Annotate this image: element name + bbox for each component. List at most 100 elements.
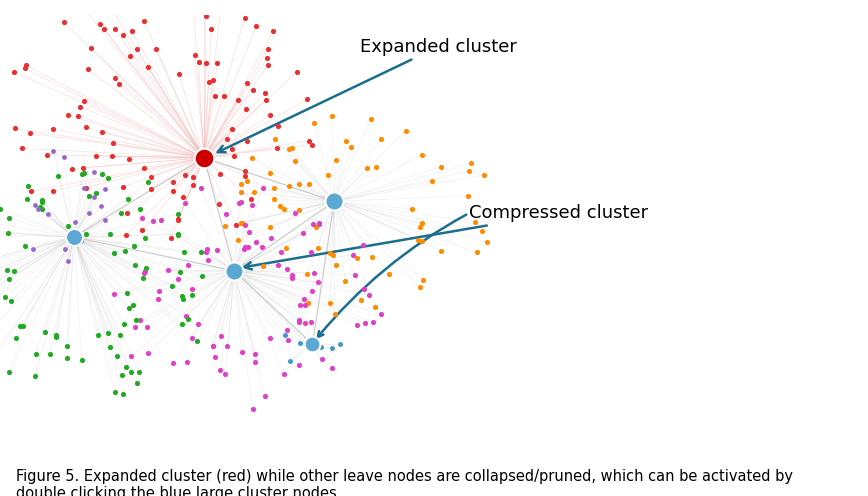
Point [16, 322, 30, 330]
Point [166, 186, 180, 194]
Point [139, 235, 153, 243]
Point [65, 233, 79, 241]
Point [325, 364, 339, 372]
Point [298, 301, 312, 309]
Point [199, 248, 213, 256]
Point [241, 244, 255, 251]
Point [293, 339, 307, 347]
Point [238, 243, 252, 251]
Point [233, 198, 247, 206]
Point [120, 289, 134, 297]
Point [186, 334, 200, 342]
Point [171, 231, 185, 239]
Point [413, 223, 427, 231]
Point [304, 318, 318, 326]
Point [281, 336, 295, 344]
Point [298, 319, 312, 327]
Point [167, 360, 181, 368]
Point [137, 17, 151, 25]
Point [464, 159, 477, 167]
Point [115, 372, 128, 379]
Point [57, 153, 71, 161]
Point [301, 299, 315, 307]
Point [133, 205, 147, 213]
Point [300, 95, 314, 103]
Point [118, 248, 132, 255]
Point [76, 164, 89, 172]
Point [234, 219, 248, 227]
Point [127, 242, 141, 249]
Point [49, 333, 63, 341]
Point [140, 264, 154, 272]
Point [238, 14, 252, 22]
Point [267, 195, 281, 203]
Point [175, 320, 189, 328]
Point [141, 178, 155, 186]
Point [214, 6, 227, 14]
Point [143, 185, 157, 193]
Point [95, 128, 108, 136]
Point [263, 170, 277, 178]
Point [263, 334, 277, 342]
Point [374, 135, 388, 143]
Point [249, 238, 263, 246]
Point [49, 331, 62, 339]
Point [307, 119, 321, 127]
Point [89, 152, 103, 160]
Point [201, 246, 214, 253]
Point [268, 135, 282, 143]
Point [103, 343, 117, 351]
Point [290, 68, 304, 76]
Point [271, 144, 285, 152]
Point [329, 261, 343, 269]
Point [199, 12, 213, 20]
Point [171, 210, 185, 218]
Point [0, 295, 2, 303]
Point [23, 187, 37, 195]
Text: Figure 5. Expanded cluster (red) while other leave nodes are collapsed/pruned, w: Figure 5. Expanded cluster (red) while o… [16, 469, 792, 496]
Point [77, 185, 91, 192]
Point [110, 352, 124, 360]
Point [88, 193, 102, 201]
Point [326, 251, 340, 259]
Point [33, 203, 47, 211]
Point [259, 89, 273, 97]
Point [194, 184, 208, 192]
Point [122, 53, 136, 61]
Point [309, 223, 323, 231]
Point [246, 405, 260, 413]
Point [266, 27, 280, 35]
Point [67, 233, 81, 241]
Point [240, 177, 253, 185]
Point [95, 171, 109, 179]
Point [434, 163, 448, 171]
Point [171, 230, 185, 238]
Point [217, 92, 231, 100]
Point [79, 7, 93, 15]
Point [470, 248, 484, 256]
Point [108, 25, 122, 33]
Point [152, 287, 166, 295]
Point [248, 358, 262, 366]
Point [239, 172, 253, 180]
Point [264, 234, 278, 242]
Point [382, 270, 396, 278]
Point [282, 145, 296, 153]
Point [60, 342, 74, 350]
Point [304, 248, 318, 255]
Point [31, 205, 45, 213]
Point [136, 274, 150, 282]
Point [17, 64, 31, 72]
Point [283, 357, 297, 365]
Point [116, 390, 130, 398]
Point [82, 65, 95, 73]
Point [415, 219, 429, 227]
Point [194, 248, 208, 256]
Point [311, 279, 325, 287]
Point [186, 181, 200, 189]
Point [161, 266, 175, 274]
Point [51, 172, 65, 180]
Point [364, 115, 378, 123]
Point [345, 143, 358, 151]
Point [302, 137, 316, 145]
